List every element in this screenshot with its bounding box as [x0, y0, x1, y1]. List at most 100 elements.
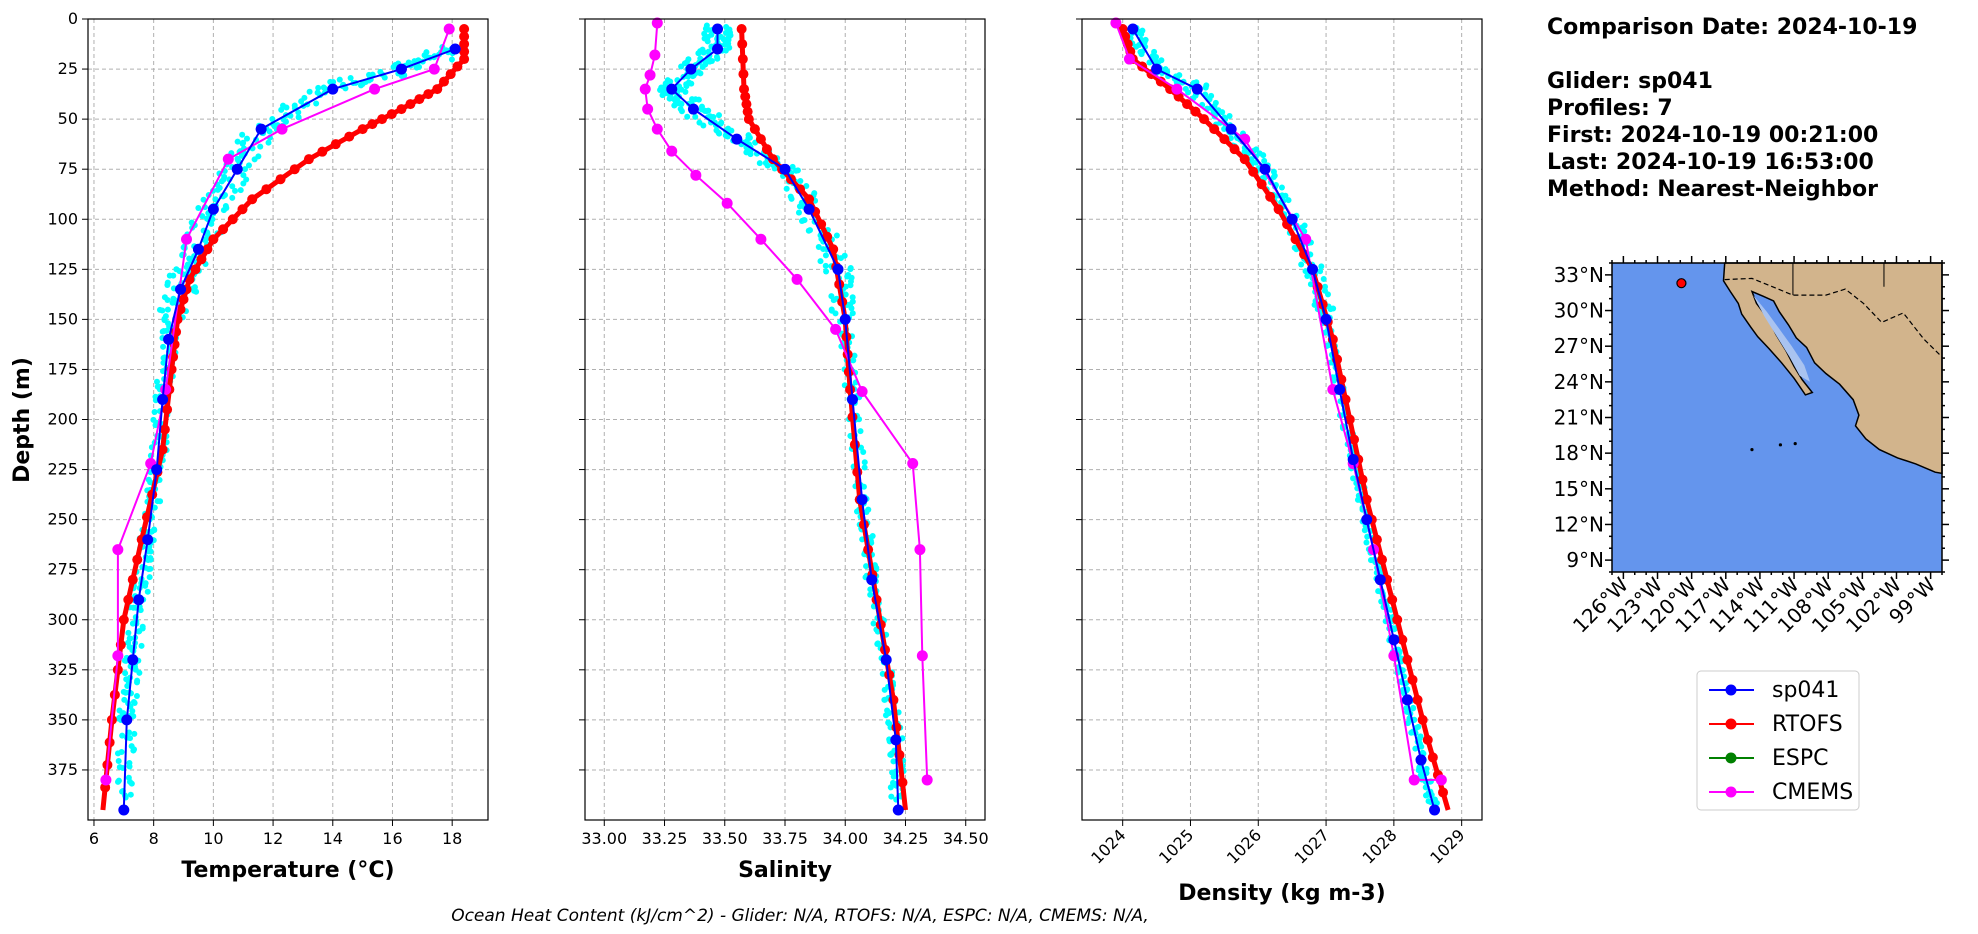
x-tick-label: 34.50	[943, 829, 989, 848]
raw-profile-point	[888, 793, 895, 800]
raw-profile-point	[315, 84, 322, 91]
sp041-point	[175, 283, 187, 295]
raw-profile-point	[887, 784, 894, 791]
sp041-point	[866, 574, 878, 586]
y-tick-label: 225	[47, 460, 78, 479]
raw-profile-point	[700, 122, 707, 129]
raw-profile-point	[232, 187, 239, 194]
sp041-point	[121, 714, 133, 726]
raw-profile-point	[885, 710, 892, 717]
x-tick-label: 8	[149, 829, 159, 848]
rtofs-point	[1438, 787, 1449, 798]
raw-profile-point	[756, 160, 763, 167]
raw-profile-point	[795, 209, 802, 216]
profile-count: Profiles: 7	[1547, 96, 1673, 121]
rtofs-point	[1402, 654, 1413, 665]
rtofs-point	[317, 146, 328, 157]
raw-profile-point	[682, 88, 689, 95]
sp041-point	[449, 43, 461, 55]
sp041-point	[1347, 454, 1359, 466]
rtofs-point	[459, 31, 470, 42]
raw-profile-point	[125, 774, 132, 781]
rtofs-point	[202, 244, 213, 255]
x-tick-label: 1027	[1291, 825, 1333, 867]
map-land	[1722, 262, 1943, 475]
cmems-point	[112, 650, 124, 662]
x-tick-label: 6	[89, 829, 99, 848]
raw-profile-point	[1138, 51, 1145, 58]
sp041-point	[255, 123, 267, 135]
y-tick-label: 75	[58, 159, 78, 178]
raw-profile-point	[1363, 539, 1370, 546]
raw-profile-point	[794, 167, 801, 174]
raw-profile-point	[1354, 496, 1361, 503]
sp041-line	[122, 48, 456, 811]
cmems-point	[649, 49, 661, 61]
raw-profile-point	[216, 184, 223, 191]
raw-profile-point	[857, 428, 864, 435]
raw-profile-point	[1307, 281, 1314, 288]
rtofs-point	[1199, 114, 1210, 125]
rtofs-point	[357, 124, 368, 135]
raw-profile-point	[678, 108, 685, 115]
raw-profile-point	[796, 203, 803, 210]
sp041-point	[231, 163, 243, 175]
raw-profile-point	[131, 730, 138, 737]
x-tick-label: 1024	[1087, 825, 1129, 867]
sp041-point	[157, 393, 169, 405]
rtofs-point	[459, 54, 470, 65]
raw-profile-point	[145, 476, 152, 483]
map-border	[1724, 277, 1943, 358]
raw-profile-point	[1431, 796, 1438, 803]
raw-profile-point	[381, 74, 388, 81]
sp041-point	[1259, 163, 1271, 175]
raw-profile-point	[212, 196, 219, 203]
raw-profile-point	[861, 459, 868, 466]
raw-profile-point	[234, 138, 241, 145]
raw-profile-point	[126, 729, 133, 736]
y-tick-label: 200	[47, 410, 78, 429]
raw-profile-point	[148, 528, 155, 535]
y-tick-label: 250	[47, 510, 78, 529]
raw-profile-point	[126, 635, 133, 642]
raw-profile-point	[161, 315, 168, 322]
rtofs-point	[1422, 734, 1433, 745]
rtofs-point	[218, 224, 229, 235]
cmems-point	[428, 63, 440, 75]
rtofs-point	[344, 131, 355, 142]
raw-profile-point	[269, 115, 276, 122]
y-tick-label: 125	[47, 259, 78, 278]
rtofs-point	[432, 84, 443, 95]
raw-profile-point	[1285, 197, 1292, 204]
raw-profile-point	[130, 698, 137, 705]
raw-profile-point	[240, 180, 247, 187]
rtofs-point	[1397, 634, 1408, 645]
rtofs-point	[423, 89, 434, 100]
raw-profile-point	[278, 106, 285, 113]
raw-profile-point	[697, 70, 704, 77]
raw-profile-point	[282, 118, 289, 125]
sp041-point	[685, 63, 697, 75]
x-tick-label: 18	[442, 829, 462, 848]
sp041-point	[666, 83, 678, 95]
cmems-point	[222, 153, 234, 165]
x-tick-label: 33.75	[762, 829, 808, 848]
raw-profile-point	[1425, 798, 1432, 805]
raw-profile-point	[144, 588, 151, 595]
cmems-point	[916, 650, 928, 662]
raw-profile-point	[1324, 291, 1331, 298]
raw-profile-point	[151, 408, 158, 415]
rtofs-point	[755, 134, 766, 145]
raw-profile-point	[295, 109, 302, 116]
raw-profile-point	[251, 156, 258, 163]
x-tick-label: 16	[382, 829, 402, 848]
rtofs-point	[208, 234, 219, 245]
rtofs-point	[405, 99, 416, 110]
sp041-line	[670, 29, 900, 811]
raw-profile-point	[699, 64, 706, 71]
raw-profile-point	[164, 281, 171, 288]
sp041-point	[163, 333, 175, 345]
raw-profile-point	[239, 131, 246, 138]
rtofs-point	[118, 614, 129, 625]
